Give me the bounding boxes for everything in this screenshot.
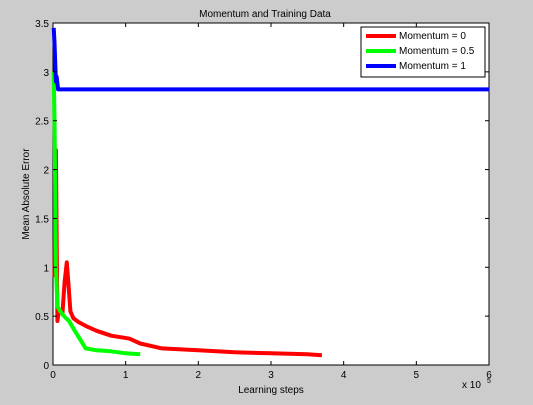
x-tick-label: 2 bbox=[196, 370, 202, 381]
y-tick-label: 2 bbox=[43, 166, 49, 177]
x-tick-label: 5 bbox=[414, 370, 420, 381]
x-axis-ticks: 0 1 2 3 4 5 6 bbox=[50, 23, 492, 381]
series-layer bbox=[51, 27, 489, 358]
x-tick-label: 0 bbox=[50, 370, 56, 381]
x-tick-label: 1 bbox=[123, 370, 129, 381]
x-tick-label: 4 bbox=[341, 370, 347, 381]
legend-label-momentum-0: Momentum = 0 bbox=[399, 31, 466, 42]
chart-title: Momentum and Training Data bbox=[199, 9, 331, 20]
y-tick-label: 0.5 bbox=[35, 312, 49, 323]
x-multiplier-exponent: 5 bbox=[487, 378, 491, 385]
plot-area bbox=[52, 22, 490, 366]
y-tick-label: 1 bbox=[43, 263, 49, 274]
y-tick-label: 3.5 bbox=[35, 19, 49, 30]
y-tick-label: 1.5 bbox=[35, 214, 49, 225]
x-multiplier-label: x 10 bbox=[462, 380, 481, 391]
y-axis-ticks: 0 0.5 1 1.5 2 2.5 3 3.5 bbox=[35, 19, 489, 372]
y-tick-label: 2.5 bbox=[35, 117, 49, 128]
x-axis-label: Learning steps bbox=[238, 385, 304, 396]
legend-label-momentum-1: Momentum = 1 bbox=[399, 61, 466, 72]
y-tick-label: 0 bbox=[43, 361, 49, 372]
x-tick-label: 3 bbox=[268, 370, 274, 381]
y-axis-label: Mean Absolute Error bbox=[21, 148, 32, 240]
series-line-1 bbox=[51, 71, 141, 357]
legend-label-momentum-0.5: Momentum = 0.5 bbox=[399, 46, 475, 57]
y-tick-label: 3 bbox=[43, 68, 49, 79]
series-line-2 bbox=[51, 27, 489, 92]
legend: Momentum = 0 Momentum = 0.5 Momentum = 1 bbox=[360, 26, 486, 78]
x-tick-label: 6 bbox=[486, 370, 492, 381]
